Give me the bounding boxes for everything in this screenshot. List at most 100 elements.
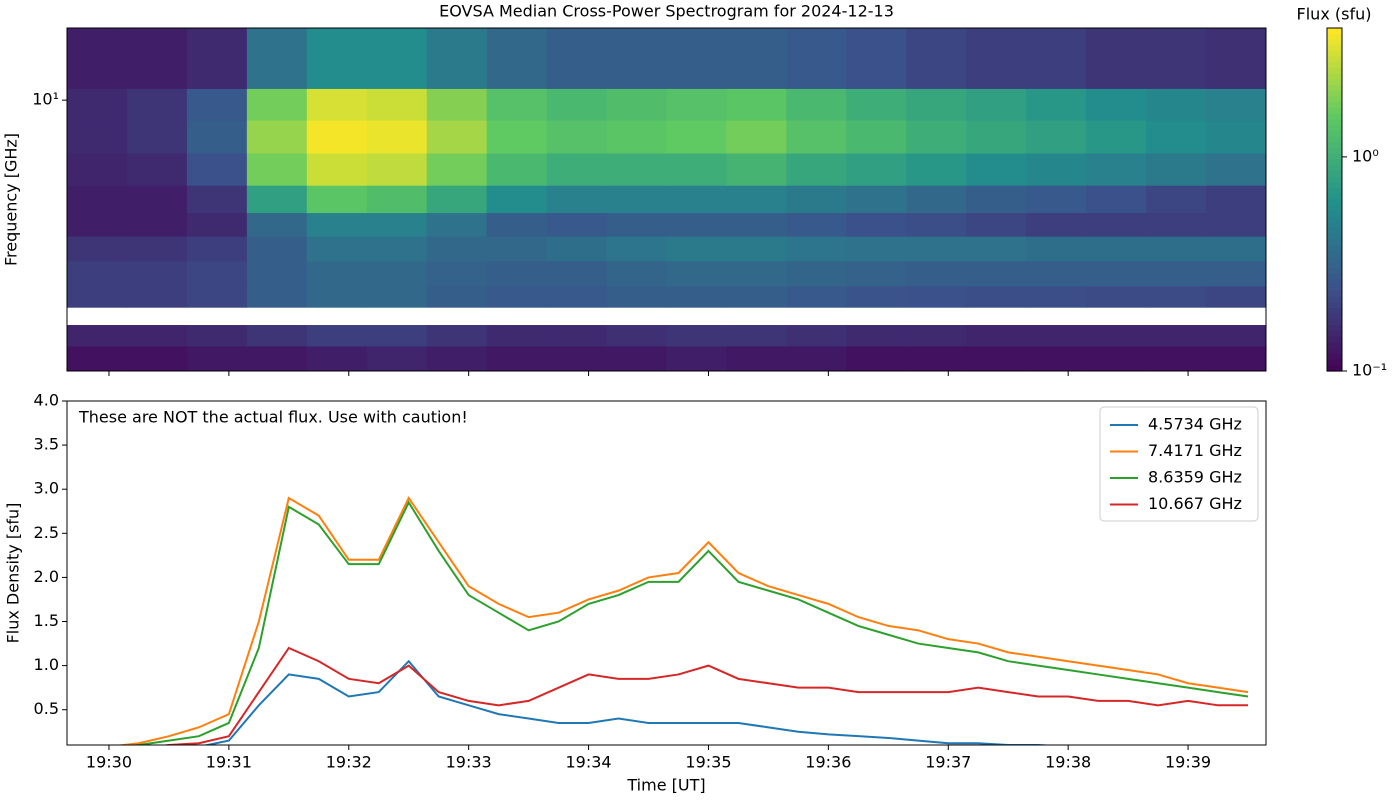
heatmap-cell [486,212,548,237]
heatmap-cell [67,260,128,287]
colorbar-step [1327,148,1342,155]
heatmap-cell [846,212,907,237]
colorbar-step [1327,336,1342,344]
colorbar-step [1327,170,1342,178]
colorbar-step [1327,90,1342,98]
heatmap-cell [726,28,787,89]
heatmap-cell [186,236,248,262]
heatmap-cell [786,28,847,89]
heatmap-cell [186,325,248,347]
heatmap-cell [966,28,1027,89]
heatmap-cell [246,345,308,371]
heatmap-cell [606,28,667,89]
y-axis-label: Flux Density [sfu] [4,503,23,644]
heatmap-cell [726,325,787,347]
colorbar-step [1327,193,1342,201]
heatmap-cell [306,285,368,308]
heatmap-cell [546,236,608,262]
heatmap-cell [786,236,847,262]
heatmap-cell [1206,185,1266,214]
heatmap-cell [426,28,488,89]
heatmap-cell [366,260,428,287]
heatmap-cell [426,345,488,371]
heatmap-cell [246,325,308,347]
heatmap-cell [486,185,548,214]
heatmap-cell [1206,325,1266,347]
heatmap-cell [486,345,548,371]
heatmap-cell [67,88,128,121]
colorbar-step [1327,342,1342,349]
heatmap-cell [726,152,787,186]
colorbar-step [1327,199,1342,206]
heatmap-cell [366,185,428,214]
heatmap-cell [846,325,907,347]
colorbar-step [1327,136,1342,143]
heatmap-cell [906,185,967,214]
heatmap-cell [966,152,1027,186]
heatmap-cell [846,236,907,262]
heatmap-cell [67,152,128,186]
colorbar-step [1327,296,1342,303]
colorbar-step [1327,313,1342,321]
x-tick-label: 19:36 [805,753,851,772]
heatmap-cell [966,260,1027,287]
heatmap-cell [67,285,128,308]
colorbar-step [1327,125,1342,132]
heatmap-cell [1086,120,1147,154]
heatmap-cell [1086,88,1147,121]
heatmap-cell [726,260,787,287]
heatmap-cell [906,260,967,287]
heatmap-cell [786,120,847,154]
colorbar-step [1327,256,1342,263]
heatmap-cell [126,120,188,154]
colorbar-step [1327,273,1342,281]
colorbar-tick-label: 10⁰ [1352,146,1379,165]
heatmap-cell [666,212,727,237]
colorbar-step [1327,285,1342,292]
heatmap-cell [246,185,308,214]
heatmap-cell [1086,185,1147,214]
legend-frame [1099,406,1259,522]
y-tick-label: 3.5 [34,435,59,454]
heatmap-cell [126,236,188,262]
heatmap-cell [1086,28,1147,89]
colorbar-step [1327,325,1342,332]
heatmap-cell [966,88,1027,121]
heatmap-cell [1146,345,1207,371]
heatmap-cell [726,120,787,154]
colorbar-step [1327,56,1342,63]
heatmap-cell [306,152,368,186]
heatmap-cell [966,212,1027,237]
data-line [160,646,1249,745]
heatmap-cell [246,152,308,186]
colorbar-step [1327,165,1342,172]
heatmap-cell [486,285,548,308]
heatmap-cell [306,120,368,154]
colorbar-step [1327,365,1342,372]
heatmap-cell [1146,88,1207,121]
colorbar-step [1327,73,1342,81]
heatmap-cell [426,152,488,186]
heatmap-cell [366,236,428,262]
heatmap-cell [966,325,1027,347]
heatmap-cell [786,285,847,308]
heatmap-cell [426,185,488,214]
colorbar-step [1327,108,1342,115]
heatmap-cell [426,236,488,262]
colorbar-step [1327,153,1342,161]
heatmap-cell [1206,285,1266,308]
axes-frame [66,27,1267,372]
heatmap-cell [666,285,727,308]
colorbar-step [1327,228,1342,235]
heatmap-cell [726,285,787,308]
heatmap-cell [1206,212,1266,237]
heatmap-cell [546,212,608,237]
heatmap-cell [906,28,967,89]
colorbar-step [1327,113,1342,121]
heatmap-cell [726,185,787,214]
y-tick-label: 1.0 [34,655,59,674]
colorbar-step [1327,142,1342,149]
heatmap-cell [546,28,608,89]
y-axis-label: Frequency [GHz] [2,133,21,266]
colorbar-step [1327,205,1342,212]
